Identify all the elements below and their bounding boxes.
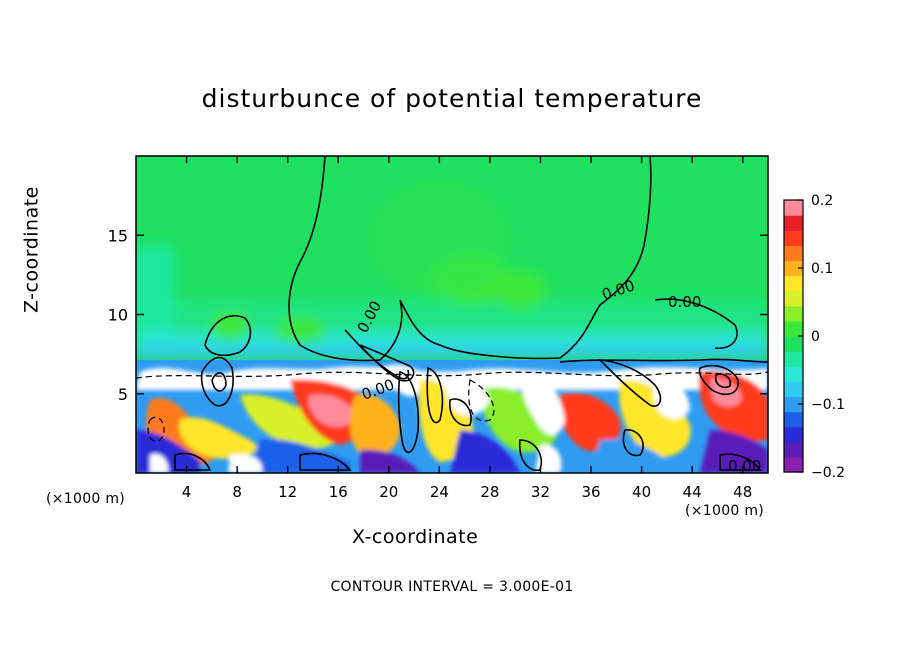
colorbar-swatch (784, 411, 803, 428)
x-unit-label-right: (×1000 m) (685, 503, 765, 519)
x-unit-label-left: (×1000 m) (46, 491, 126, 507)
colorbar-tick-label: 0 (811, 329, 820, 345)
colorbar-swatch (784, 230, 803, 246)
x-axis-label: X-coordinate (352, 526, 479, 548)
x-tick-label: 40 (632, 483, 651, 501)
colorbar-swatch (784, 426, 803, 443)
colorbar-swatch (784, 200, 803, 216)
x-tick-label: 12 (278, 483, 297, 501)
colorbar-swatch (784, 305, 803, 322)
x-tick-label: 8 (232, 483, 242, 501)
colorbar-swatch (784, 366, 803, 382)
colorbar-swatch (784, 396, 803, 413)
x-tick-label: 16 (329, 483, 348, 501)
colorbar-tick-label: 0.1 (811, 261, 833, 277)
x-tick-label: 4 (182, 483, 192, 501)
x-tick-label: 36 (581, 483, 600, 501)
x-tick-label: 44 (683, 483, 702, 501)
y-axis-label: Z-coordinate (20, 186, 43, 313)
y-axis-ticks: 5 10 15 (108, 226, 768, 404)
colorbar-swatch (784, 351, 803, 367)
colorbar-tick-label: −0.2 (811, 465, 845, 481)
colorbar-swatch (784, 260, 803, 277)
x-tick-label: 20 (379, 483, 398, 501)
contour-label: 0.00 (728, 457, 761, 475)
colorbar-swatch (784, 336, 803, 352)
colorbar-swatch (784, 215, 803, 231)
chart-title: disturbunce of potential temperature (201, 84, 703, 113)
y-tick-label: 5 (118, 385, 128, 404)
y-tick-label: 10 (108, 306, 128, 325)
contour-interval-note: CONTOUR INTERVAL = 3.000E-01 (330, 579, 574, 595)
colorbar-tick-label: 0.2 (811, 193, 833, 209)
y-tick-label: 15 (108, 226, 128, 245)
x-tick-label: 24 (430, 483, 449, 501)
colorbar-swatch (784, 245, 803, 262)
x-tick-label: 32 (531, 483, 550, 501)
x-tick-label: 28 (480, 483, 499, 501)
colorbar-swatch (784, 381, 803, 398)
contour-label: 0.00 (668, 293, 701, 311)
colorbar-swatch (784, 275, 803, 292)
colorbar-ticks: 0.2 0.1 0 −0.1 −0.2 (798, 193, 845, 481)
heatmap-field (136, 156, 768, 473)
colorbar-swatch (784, 320, 803, 337)
x-tick-label: 48 (733, 483, 752, 501)
x-axis-ticks: 4 8 12 16 20 24 28 32 36 40 44 48 (182, 156, 752, 501)
colorbar-swatch (784, 456, 803, 473)
colorbar-swatch (784, 290, 803, 307)
colorbar-tick-label: −0.1 (811, 397, 845, 413)
colorbar-swatch (784, 441, 803, 458)
